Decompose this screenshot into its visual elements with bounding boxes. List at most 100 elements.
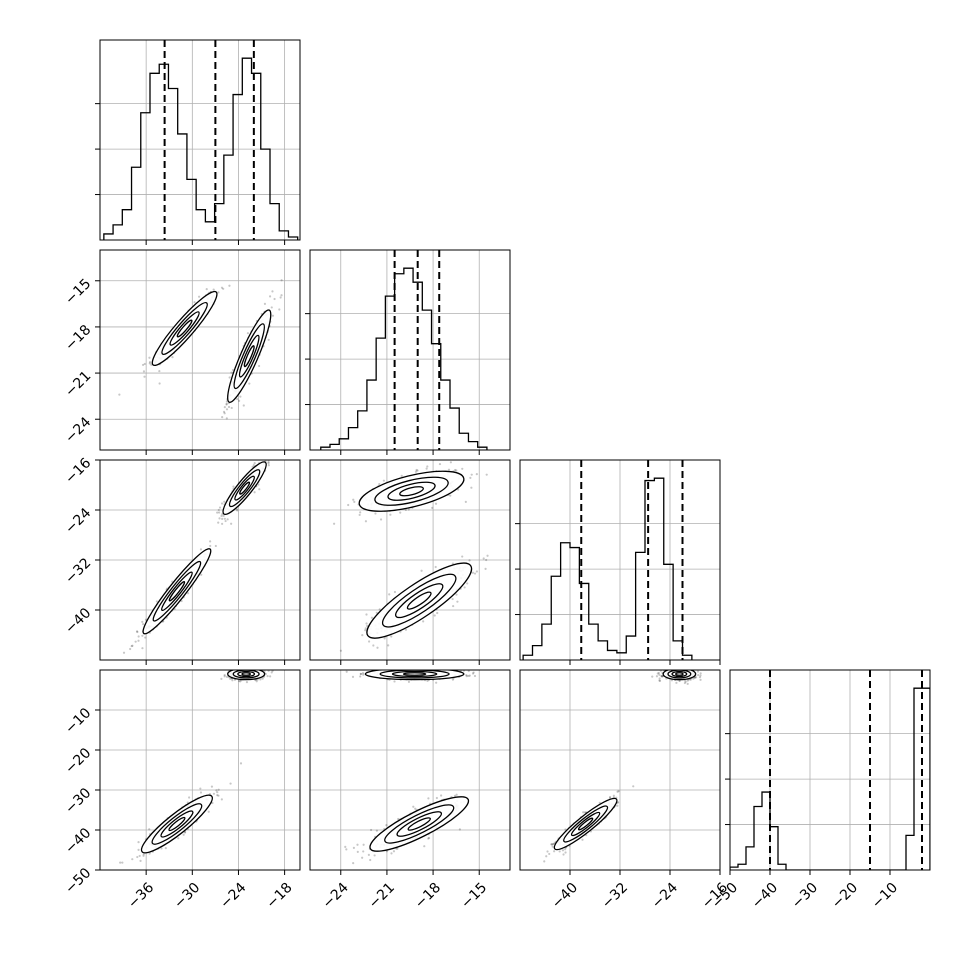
scatter-point — [617, 801, 620, 804]
scatter-point — [687, 667, 689, 669]
scatter-point — [122, 873, 124, 875]
contour-level — [402, 672, 427, 676]
scatter-point — [266, 675, 269, 678]
scatter-point — [365, 622, 368, 625]
scatter-point — [461, 467, 464, 470]
scatter-point — [148, 828, 151, 831]
scatter-point — [660, 674, 663, 678]
scatter-point — [144, 636, 147, 639]
scatter-point — [130, 644, 133, 648]
scatter-1-0 — [118, 279, 283, 420]
x-tick-label: −30 — [171, 880, 203, 912]
scatter-point — [270, 457, 272, 459]
scatter-point — [137, 841, 140, 844]
y-tick-label: −32 — [62, 555, 94, 587]
scatter-point — [141, 363, 145, 367]
scatter-point — [248, 382, 251, 385]
scatter-point — [257, 483, 260, 486]
x-tick-label: −18 — [412, 880, 444, 912]
scatter-point — [687, 668, 689, 670]
scatter-point — [412, 805, 415, 808]
scatter-point — [222, 287, 225, 290]
scatter-point — [226, 518, 229, 521]
scatter-point — [434, 565, 437, 569]
scatter-point — [223, 673, 226, 677]
scatter-point — [458, 828, 461, 831]
x-tick-label: −40 — [749, 880, 781, 912]
scatter-point — [470, 486, 473, 489]
scatter-point — [139, 859, 142, 862]
scatter-point — [216, 794, 219, 797]
scatter-point — [651, 675, 654, 678]
scatter-point — [216, 791, 219, 794]
scatter-point — [200, 573, 203, 576]
scatter-point — [188, 796, 191, 799]
scatter-point — [137, 635, 140, 638]
scatter-point — [362, 850, 365, 853]
scatter-point — [407, 508, 410, 511]
scatter-point — [135, 630, 139, 633]
scatter-point — [141, 634, 144, 637]
scatter-point — [211, 801, 214, 805]
scatter-point — [561, 849, 565, 852]
scatter-point — [379, 518, 383, 521]
scatter-point — [387, 644, 390, 647]
scatter-point — [482, 557, 485, 560]
scatter-point — [385, 824, 388, 827]
scatter-point — [359, 672, 362, 676]
scatter-point — [440, 794, 443, 797]
scatter-point — [552, 842, 556, 845]
scatter-point — [230, 522, 233, 525]
contour-level — [399, 486, 424, 497]
scatter-point — [581, 838, 584, 841]
scatter-point — [271, 290, 274, 293]
scatter-point — [268, 295, 272, 298]
scatter-point — [351, 675, 355, 678]
scatter-point — [433, 668, 435, 670]
scatter-point — [658, 673, 661, 676]
scatter-point — [455, 793, 458, 796]
scatter-point — [224, 519, 227, 523]
scatter-point — [131, 858, 134, 861]
scatter-point — [455, 593, 458, 596]
scatter-point — [370, 616, 374, 619]
scatter-point — [231, 679, 234, 682]
scatter-point — [373, 854, 376, 857]
y-tick-label: −24 — [62, 505, 94, 537]
scatter-point — [678, 679, 681, 682]
scatter-point — [364, 627, 367, 630]
scatter-point — [218, 511, 221, 514]
scatter-point — [364, 520, 368, 523]
scatter-point — [452, 604, 455, 608]
scatter-point — [142, 854, 145, 857]
scatter-point — [416, 469, 419, 472]
y-tick-label: −40 — [62, 605, 94, 637]
scatter-point — [246, 332, 250, 335]
scatter-point — [217, 291, 220, 294]
scatter-point — [362, 843, 365, 846]
scatter-point — [458, 665, 460, 667]
scatter-point — [225, 408, 229, 411]
scatter-point — [199, 548, 203, 551]
scatter-point — [385, 667, 387, 669]
scatter-point — [118, 393, 121, 396]
axes-frame — [519, 459, 721, 661]
scatter-point — [182, 833, 185, 836]
scatter-point — [366, 624, 369, 628]
scatter-point — [217, 788, 220, 791]
scatter-point — [225, 417, 228, 420]
scatter-point — [158, 382, 161, 385]
scatter-point — [364, 629, 367, 632]
scatter-point — [352, 862, 355, 865]
scatter-point — [543, 860, 546, 863]
scatter-3-1 — [344, 665, 477, 865]
x-tick-label: −40 — [549, 880, 581, 912]
scatter-point — [220, 677, 223, 680]
scatter-point — [435, 681, 438, 684]
scatter-point — [370, 828, 373, 832]
scatter-point — [485, 473, 488, 476]
scatter-point — [473, 572, 477, 575]
scatter-point — [270, 306, 273, 309]
axes-frame — [99, 459, 301, 661]
